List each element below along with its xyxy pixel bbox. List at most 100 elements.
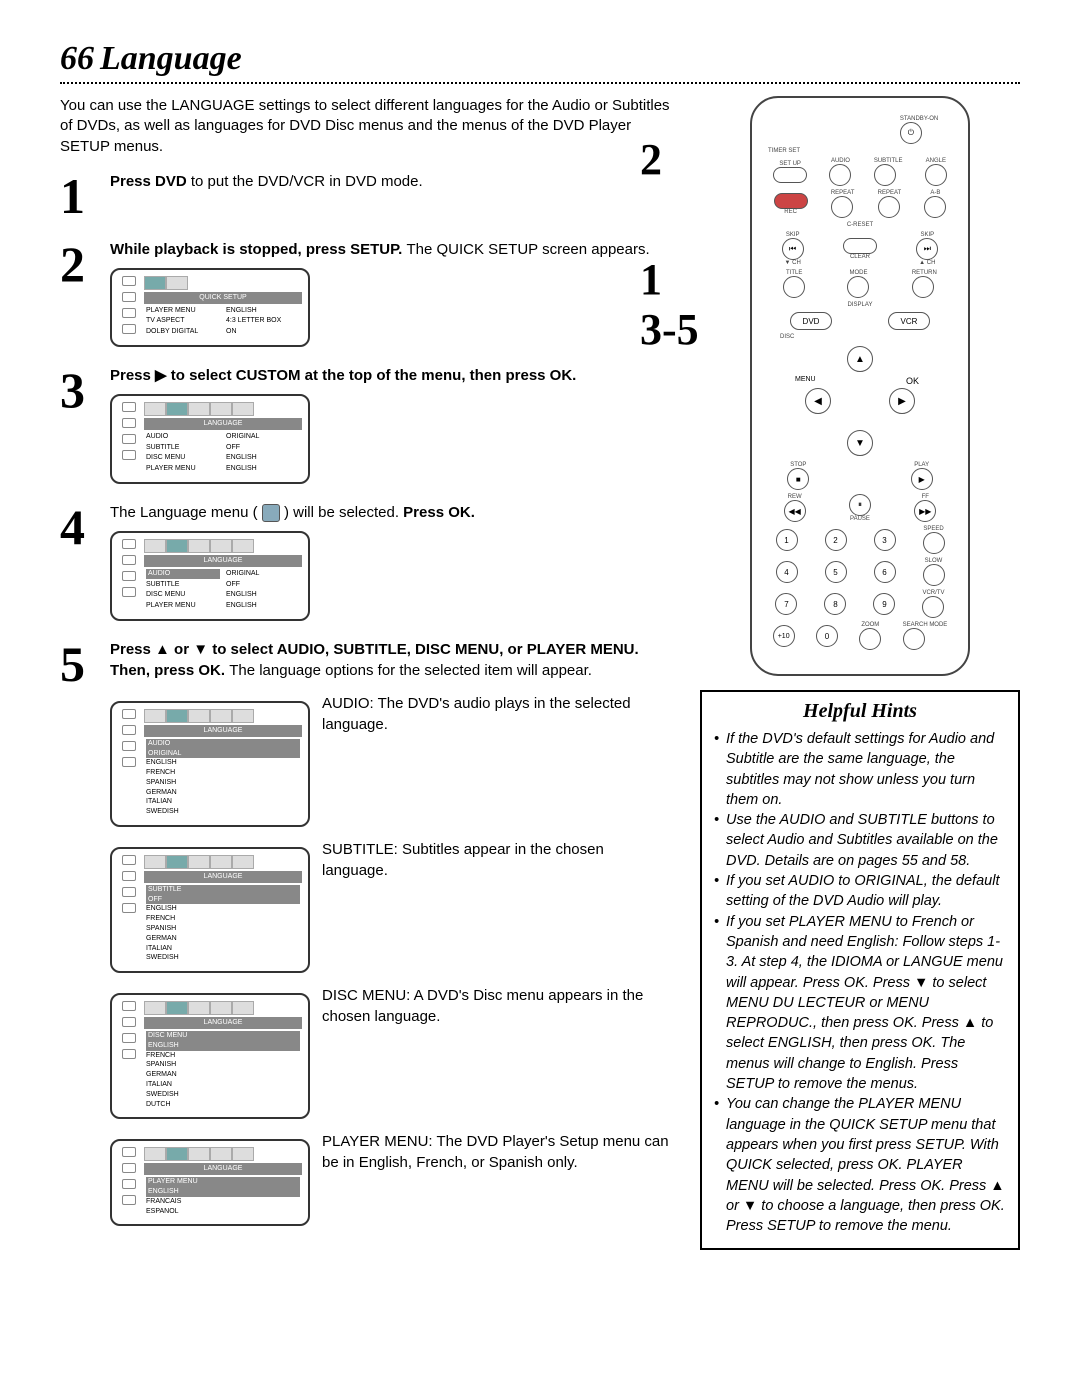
step-3-bold: Press ▶ to select CUSTOM at the top of t… <box>110 367 576 384</box>
standby-button[interactable]: ⏻ <box>900 122 922 144</box>
skip-left-button[interactable]: ⏮ <box>782 238 804 260</box>
row-label: DISC MENU <box>146 453 220 463</box>
row-val: OFF <box>226 443 300 453</box>
angle-label: ANGLE <box>925 158 947 164</box>
page-title: 66 Language <box>60 40 1020 78</box>
num-6[interactable]: 6 <box>874 561 896 583</box>
vcrtv-button[interactable] <box>922 596 944 618</box>
step-1: 1 Press DVD to put the DVD/VCR in DVD mo… <box>60 171 672 221</box>
up-button[interactable]: ▲ <box>847 346 873 372</box>
row-val: 4:3 LETTER BOX <box>226 316 300 326</box>
setup-button[interactable] <box>773 167 807 183</box>
num-0[interactable]: 0 <box>816 625 838 647</box>
title-button[interactable] <box>783 276 805 298</box>
row-label: TV ASPECT <box>146 316 220 326</box>
rule <box>60 82 1020 84</box>
speed-button[interactable] <box>923 532 945 554</box>
screen-option: SPANISH <box>146 924 300 934</box>
stop-button[interactable]: ■ <box>787 468 809 490</box>
search-button[interactable] <box>903 628 925 650</box>
row-label: AUDIO <box>146 432 220 442</box>
num-plus10[interactable]: +10 <box>773 625 795 647</box>
screen-header: AUDIO <box>146 739 300 749</box>
vcrtv-label: VCR/TV <box>922 590 944 596</box>
right-button[interactable]: ▶ <box>889 388 915 414</box>
step5-playermenu: LANGUAGEPLAYER MENUENGLISHFRANCAISESPANO… <box>110 1131 672 1226</box>
down-button[interactable]: ▼ <box>847 430 873 456</box>
ab-button[interactable] <box>924 196 946 218</box>
menu-label: MENU <box>795 376 816 383</box>
screen-selected: ORIGINAL <box>146 749 300 759</box>
zoom-button[interactable] <box>859 628 881 650</box>
num-8[interactable]: 8 <box>824 593 846 615</box>
repeat2-button[interactable] <box>878 196 900 218</box>
rew-button[interactable]: ◀◀ <box>784 500 806 522</box>
return-button[interactable] <box>912 276 934 298</box>
num-3[interactable]: 3 <box>874 529 896 551</box>
screen-title: LANGUAGE <box>144 1017 302 1029</box>
screen-title: QUICK SETUP <box>144 292 302 304</box>
step-1-rest: to put the DVD/VCR in DVD mode. <box>191 173 423 190</box>
screen-option: SWEDISH <box>146 953 300 963</box>
screen-option: ITALIAN <box>146 944 300 954</box>
row-val: ORIGINAL <box>226 569 300 579</box>
screen-title: LANGUAGE <box>144 871 302 883</box>
mode-button[interactable] <box>847 276 869 298</box>
step-number: 1 <box>60 171 96 221</box>
screen-title: LANGUAGE <box>144 555 302 567</box>
step-4-a: The Language menu ( <box>110 504 262 521</box>
play-button[interactable]: ▶ <box>911 468 933 490</box>
screen-option: ENGLISH <box>146 904 300 914</box>
num-2[interactable]: 2 <box>825 529 847 551</box>
title-text: Language <box>100 40 242 78</box>
screen-selected: ENGLISH <box>146 1187 300 1197</box>
dvd-button[interactable]: DVD <box>790 312 832 330</box>
pause-label: PAUSE <box>849 516 871 522</box>
vcr-button[interactable]: VCR <box>888 312 930 330</box>
ach-label: ▲ CH <box>916 260 938 266</box>
num-5[interactable]: 5 <box>825 561 847 583</box>
clear-button[interactable] <box>843 238 877 254</box>
screen-header: PLAYER MENU <box>146 1177 300 1187</box>
language-screen-selected: LANGUAGE AUDIOORIGINAL SUBTITLEOFF DISC … <box>110 531 310 621</box>
vch-label: ▼ CH <box>782 260 804 266</box>
audio-button[interactable] <box>829 164 851 186</box>
step-number: 2 <box>60 239 96 347</box>
step-2-rest: The QUICK SETUP screen appears. <box>406 241 649 258</box>
left-button[interactable]: ◀ <box>805 388 831 414</box>
ff-button[interactable]: ▶▶ <box>914 500 936 522</box>
repeat-button[interactable] <box>831 196 853 218</box>
dpad: MENU OK ▲ ▼ ◀ ▶ <box>805 346 915 456</box>
step-5: 5 Press ▲ or ▼ to select AUDIO, SUBTITLE… <box>60 639 672 1227</box>
screen-option: FRENCH <box>146 768 300 778</box>
subtitle-button[interactable] <box>874 164 896 186</box>
angle-button[interactable] <box>925 164 947 186</box>
num-9[interactable]: 9 <box>873 593 895 615</box>
num-1[interactable]: 1 <box>776 529 798 551</box>
row-val: ENGLISH <box>226 453 300 463</box>
step-5-rest: The language options for the selected it… <box>229 662 592 679</box>
stop-label: STOP <box>787 462 809 468</box>
row-label: SUBTITLE <box>146 580 220 590</box>
repeat-label: REPEAT <box>831 190 855 196</box>
skipr-label: SKIP <box>916 232 938 238</box>
screen-option: GERMAN <box>146 1070 300 1080</box>
subtitle-desc: SUBTITLE: Subtitles appear in the chosen… <box>322 839 672 881</box>
skip-right-button[interactable]: ⏭ <box>916 238 938 260</box>
num-7[interactable]: 7 <box>775 593 797 615</box>
step-2-bold: While playback is stopped, press SETUP. <box>110 241 406 258</box>
pause-button[interactable]: ⏸ <box>849 494 871 516</box>
step-3: 3 Press ▶ to select CUSTOM at the top of… <box>60 365 672 484</box>
zoom-label: ZOOM <box>859 622 881 628</box>
slow-button[interactable] <box>923 564 945 586</box>
timer-label: TIMER SET <box>768 148 958 154</box>
speed-label: SPEED <box>923 526 945 532</box>
return-label: RETURN <box>912 270 937 276</box>
screen-option: ESPANOL <box>146 1207 300 1217</box>
mode-label: MODE <box>847 270 869 276</box>
rew-label: REW <box>784 494 806 500</box>
play-label: PLAY <box>911 462 933 468</box>
num-4[interactable]: 4 <box>776 561 798 583</box>
screen-title: LANGUAGE <box>144 1163 302 1175</box>
rec-button[interactable] <box>774 193 808 209</box>
